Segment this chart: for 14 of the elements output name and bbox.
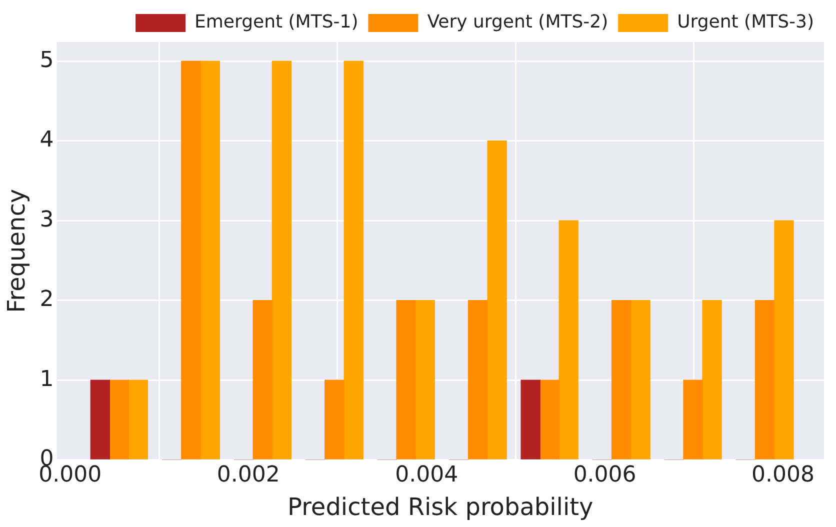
- x-axis-title: Predicted Risk probability: [288, 492, 594, 521]
- y-axis-title: Frequency: [2, 188, 31, 313]
- x-tick-label: 0.002: [216, 462, 280, 488]
- y-tick-label: 3: [40, 207, 54, 232]
- legend-label: Emergent (MTS-1): [194, 12, 358, 33]
- legend-label: Very urgent (MTS-2): [427, 12, 608, 33]
- legend-label: Urgent (MTS-3): [677, 12, 814, 33]
- y-tick-label: 4: [40, 128, 54, 153]
- y-tick-label: 5: [40, 48, 54, 73]
- x-tick-label: 0.008: [752, 462, 815, 488]
- x-tick-label: 0.004: [395, 462, 458, 488]
- x-tick-label: 0.006: [573, 462, 636, 488]
- y-tick-label: 2: [40, 287, 54, 312]
- y-tick-label: 1: [40, 366, 54, 392]
